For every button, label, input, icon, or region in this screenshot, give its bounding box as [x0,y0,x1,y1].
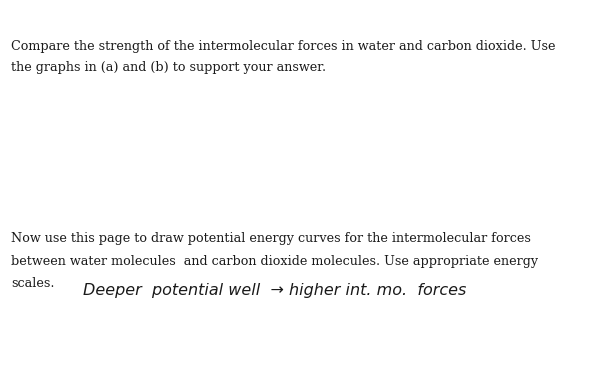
Text: scales.: scales. [11,277,55,290]
Text: Deeper  potential well  → higher int. mo.  forces: Deeper potential well → higher int. mo. … [83,283,466,298]
Text: Now use this page to draw potential energy curves for the intermolecular forces: Now use this page to draw potential ener… [11,232,531,245]
Text: between water molecules  and carbon dioxide molecules. Use appropriate energy: between water molecules and carbon dioxi… [11,255,538,268]
Text: the graphs in (a) and (b) to support your answer.: the graphs in (a) and (b) to support you… [11,61,326,74]
Text: Compare the strength of the intermolecular forces in water and carbon dioxide. U: Compare the strength of the intermolecul… [11,40,556,53]
